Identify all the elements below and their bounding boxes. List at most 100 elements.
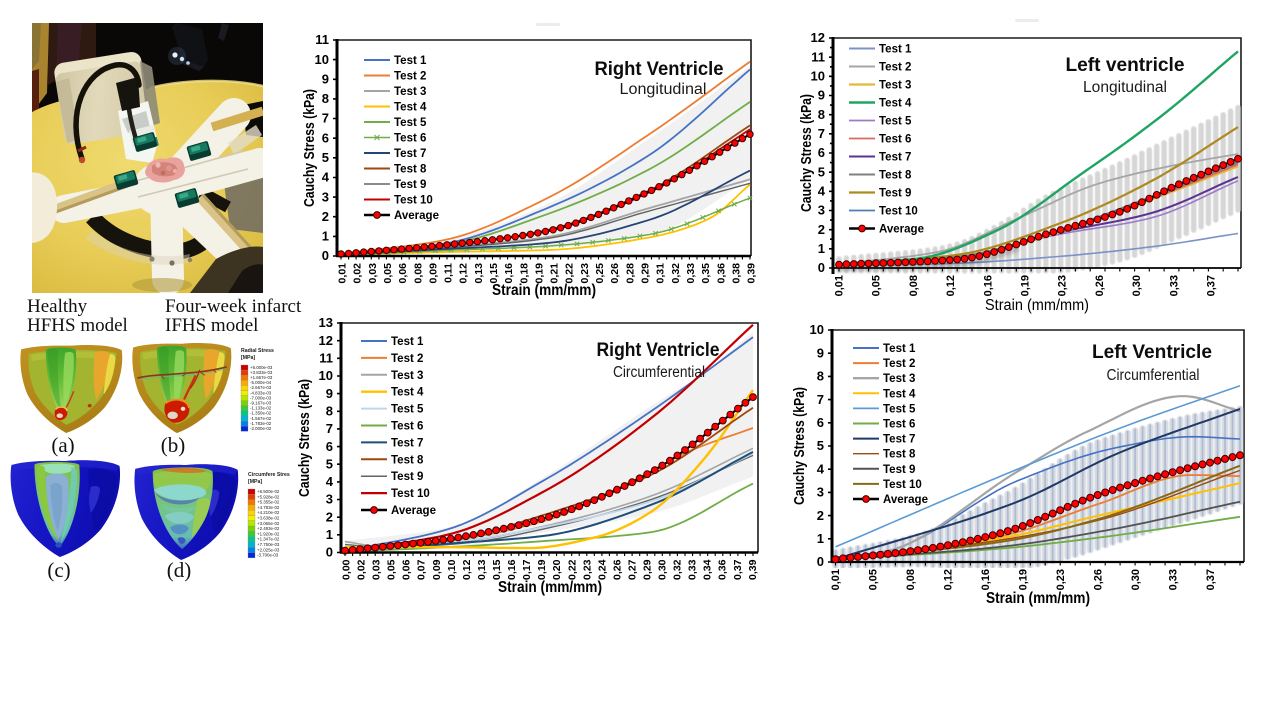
svg-text:0,08: 0,08: [905, 569, 917, 590]
svg-text:0,03: 0,03: [371, 559, 383, 580]
svg-text:0,22: 0,22: [564, 263, 576, 284]
svg-text:+5.928e-02: +5.928e-02: [257, 494, 280, 499]
svg-text:(b): (b): [161, 433, 186, 457]
svg-text:0,15: 0,15: [491, 559, 503, 580]
svg-text:+1.920e-02: +1.920e-02: [257, 531, 280, 536]
svg-text:0,33: 0,33: [1168, 275, 1180, 296]
svg-text:-3.700e-03: -3.700e-03: [257, 553, 279, 558]
svg-text:0,27: 0,27: [627, 559, 639, 580]
svg-text:9: 9: [322, 72, 329, 87]
svg-text:2: 2: [322, 209, 329, 224]
svg-text:0,23: 0,23: [1057, 275, 1069, 296]
svg-text:0,34: 0,34: [702, 559, 714, 580]
svg-text:Test 3: Test 3: [394, 86, 426, 98]
svg-text:7: 7: [817, 392, 824, 407]
svg-text:7: 7: [818, 126, 825, 141]
svg-text:0,30: 0,30: [657, 559, 669, 580]
svg-text:Circumferential: Circumferential: [1107, 367, 1200, 384]
svg-text:0,18: 0,18: [518, 263, 530, 284]
svg-text:HFHS model: HFHS model: [27, 315, 128, 336]
svg-text:Test 5: Test 5: [883, 403, 916, 415]
svg-text:Circumferential: Circumferential: [613, 364, 705, 381]
svg-text:11: 11: [319, 351, 333, 366]
svg-text:(d): (d): [167, 558, 192, 582]
svg-text:0,12: 0,12: [458, 263, 470, 284]
svg-text:0,01: 0,01: [337, 263, 349, 284]
svg-text:0,32: 0,32: [670, 263, 682, 284]
svg-text:0: 0: [818, 260, 825, 275]
svg-text:+3.065e-02: +3.065e-02: [257, 521, 280, 526]
svg-text:6: 6: [326, 439, 333, 454]
svg-text:0,15: 0,15: [488, 263, 500, 284]
svg-text:Test 3: Test 3: [879, 80, 911, 92]
svg-text:8: 8: [326, 404, 333, 419]
svg-text:Average: Average: [883, 494, 928, 506]
svg-text:Right Ventricle: Right Ventricle: [597, 339, 720, 361]
svg-text:9: 9: [326, 386, 333, 401]
svg-text:Average: Average: [879, 224, 924, 236]
svg-text:Test 1: Test 1: [394, 55, 427, 67]
svg-text:0,01: 0,01: [830, 569, 842, 590]
svg-text:Circumfere Stres: Circumfere Stres: [248, 472, 290, 478]
svg-text:0,30: 0,30: [1131, 275, 1143, 296]
svg-text:0,33: 0,33: [1168, 569, 1180, 590]
svg-text:0,20: 0,20: [551, 559, 563, 580]
svg-text:-1.133e-02: -1.133e-02: [250, 406, 272, 411]
svg-text:Right Ventricle: Right Ventricle: [595, 58, 724, 80]
svg-text:Test 3: Test 3: [391, 370, 423, 382]
svg-text:0,26: 0,26: [1093, 569, 1105, 590]
svg-text:Longitudinal: Longitudinal: [1083, 79, 1167, 96]
svg-text:Test 6: Test 6: [879, 134, 911, 146]
svg-text:-7.000e-03: -7.000e-03: [250, 395, 272, 400]
svg-text:+1.667e-03: +1.667e-03: [250, 375, 273, 380]
svg-text:0,26: 0,26: [611, 559, 623, 580]
svg-text:0,16: 0,16: [980, 569, 992, 590]
svg-text:Test 1: Test 1: [883, 343, 916, 355]
svg-text:Test 4: Test 4: [391, 387, 424, 399]
svg-text:0,06: 0,06: [397, 263, 409, 284]
svg-text:Cauchy Stress (kPa): Cauchy Stress (kPa): [791, 387, 808, 505]
svg-text:-5.000e-04: -5.000e-04: [250, 380, 272, 385]
svg-text:Strain (mm/mm): Strain (mm/mm): [498, 579, 602, 596]
svg-text:Test 5: Test 5: [879, 116, 912, 128]
svg-text:1: 1: [817, 531, 824, 546]
svg-text:0,16: 0,16: [506, 559, 518, 580]
svg-text:Test 7: Test 7: [394, 148, 426, 160]
svg-text:0,29: 0,29: [642, 559, 654, 580]
svg-text:5: 5: [818, 164, 825, 179]
svg-text:9: 9: [817, 345, 824, 360]
svg-text:0,02: 0,02: [352, 263, 364, 284]
svg-text:2: 2: [818, 222, 825, 237]
svg-text:0,39: 0,39: [746, 263, 758, 284]
svg-text:1: 1: [818, 241, 825, 256]
svg-text:(a): (a): [51, 433, 74, 457]
svg-text:6: 6: [817, 415, 824, 430]
svg-text:Test 8: Test 8: [879, 170, 912, 182]
svg-text:+5.355e-02: +5.355e-02: [257, 500, 280, 505]
svg-text:Test 6: Test 6: [883, 419, 915, 431]
svg-text:-4.833e-03: -4.833e-03: [250, 390, 272, 395]
svg-text:0,31: 0,31: [655, 263, 667, 284]
svg-text:+4.210e-02: +4.210e-02: [257, 510, 280, 515]
svg-text:Strain (mm/mm): Strain (mm/mm): [986, 590, 1090, 607]
svg-text:Test 4: Test 4: [883, 388, 916, 400]
svg-text:Test 6: Test 6: [391, 421, 423, 433]
svg-text:Test 10: Test 10: [883, 479, 922, 491]
svg-text:0,09: 0,09: [431, 559, 443, 580]
svg-text:10: 10: [811, 69, 825, 84]
svg-text:5: 5: [322, 150, 329, 165]
svg-text:Test 7: Test 7: [391, 437, 423, 449]
svg-text:Test 9: Test 9: [879, 188, 911, 200]
svg-text:0,19: 0,19: [536, 559, 548, 580]
svg-text:0,12: 0,12: [943, 569, 955, 590]
svg-text:0,22: 0,22: [566, 559, 578, 580]
svg-text:0,12: 0,12: [945, 275, 957, 296]
svg-text:8: 8: [322, 91, 329, 106]
svg-text:13: 13: [319, 315, 333, 330]
svg-text:Test 6: Test 6: [394, 133, 426, 145]
svg-text:Test 9: Test 9: [883, 464, 915, 476]
svg-text:10: 10: [319, 368, 333, 383]
svg-text:0,00: 0,00: [341, 559, 353, 580]
svg-text:+4.783e-02: +4.783e-02: [257, 505, 280, 510]
svg-text:-9.167e-03: -9.167e-03: [250, 401, 272, 406]
